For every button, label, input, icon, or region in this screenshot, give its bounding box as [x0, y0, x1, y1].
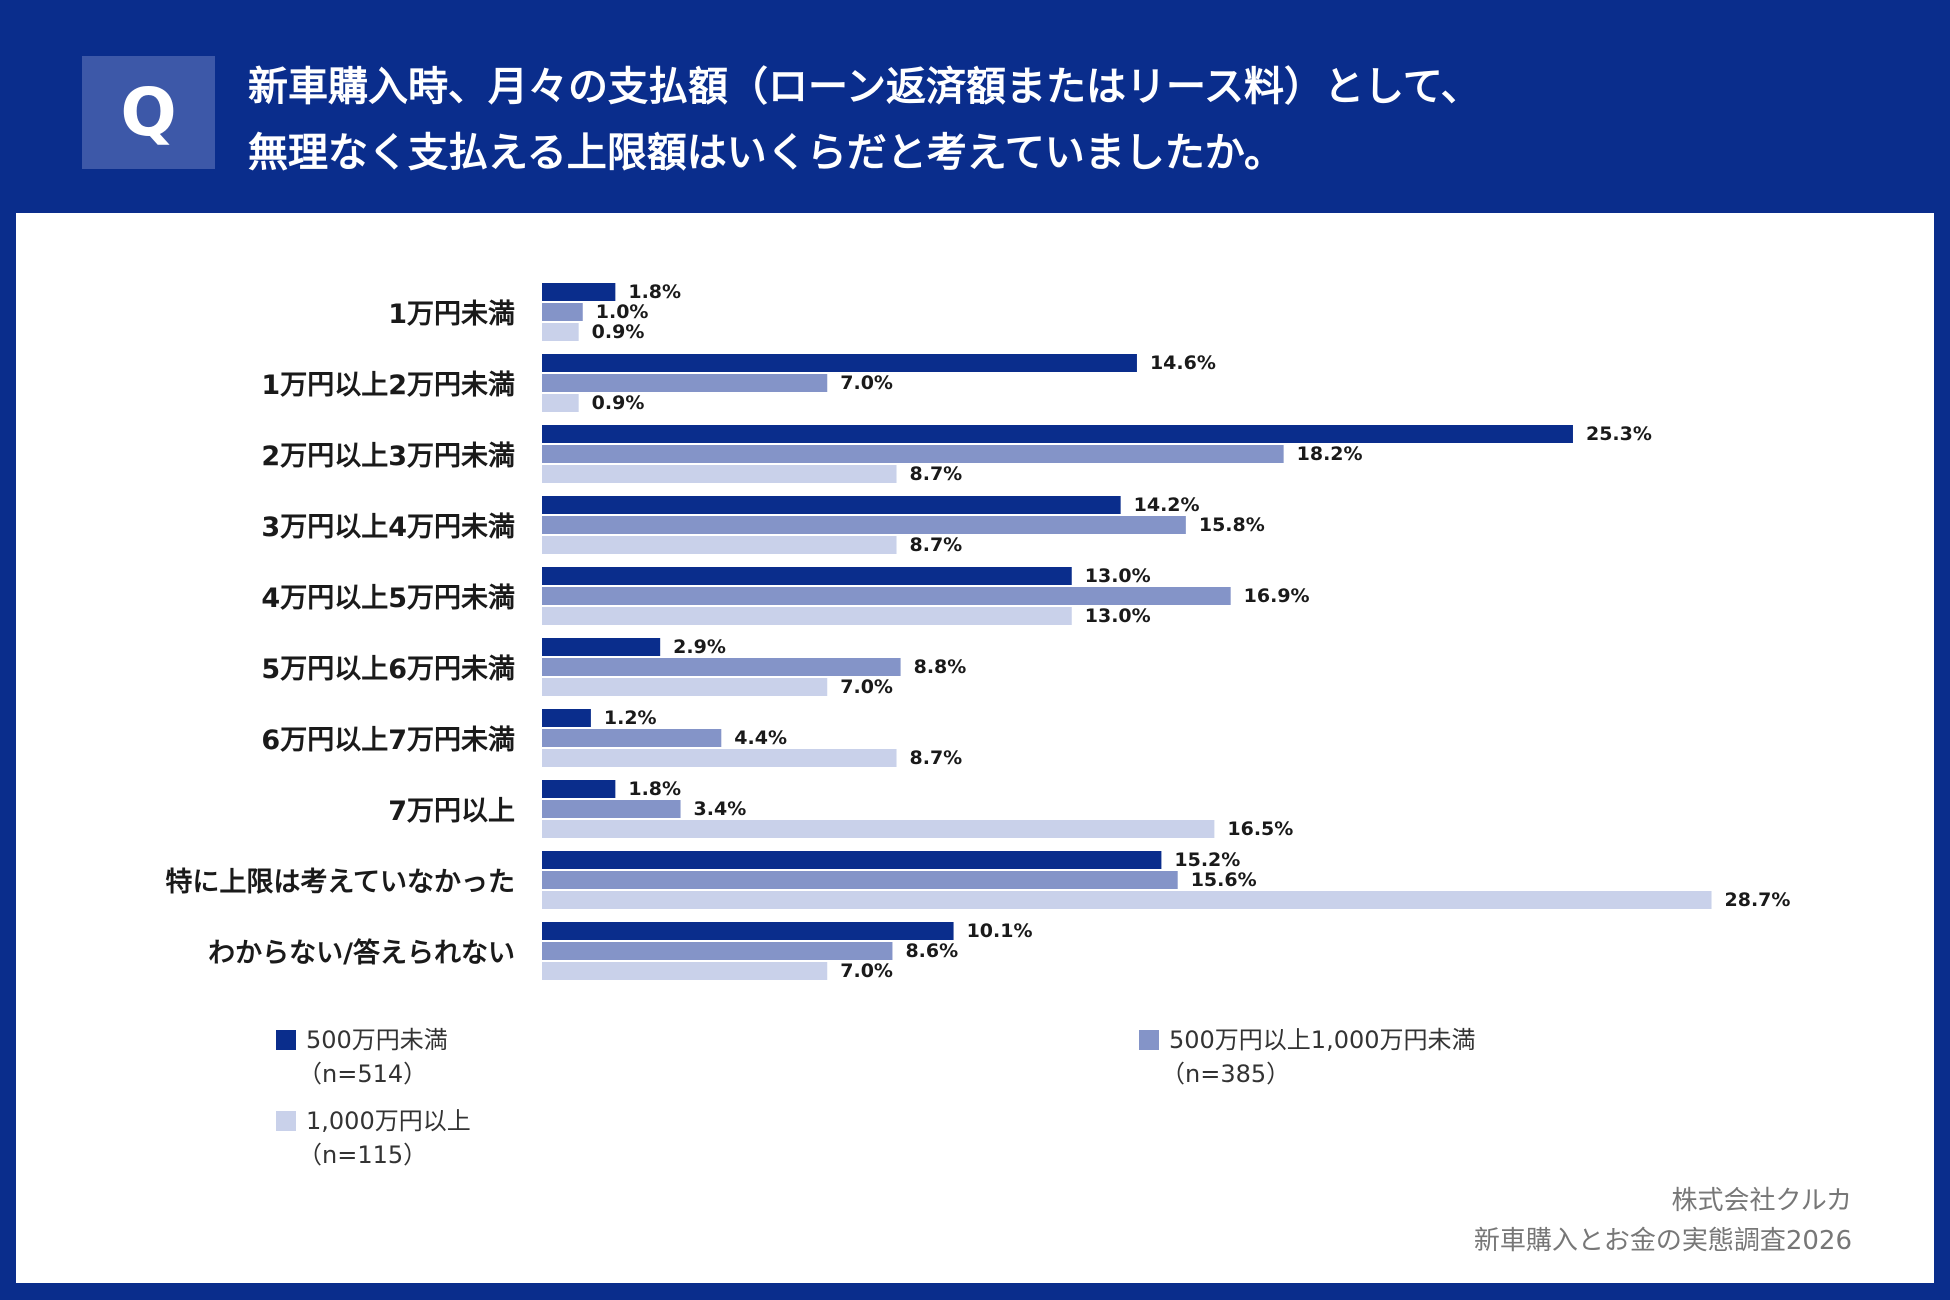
- bar-category-5-series2: [542, 587, 1231, 605]
- category-label-category-4: 3万円以上4万円未満: [261, 512, 515, 543]
- bar-category-9-series1: [542, 851, 1162, 869]
- data-label-category-2-series1: 14.6%: [1150, 352, 1216, 374]
- data-label-category-2-series3: 0.9%: [592, 392, 645, 414]
- category-label-category-2: 1万円以上2万円未満: [261, 370, 515, 401]
- data-label-category-5-series2: 16.9%: [1244, 585, 1310, 607]
- bar-chart: 1万円未満1.8%1.0%0.9%1万円以上2万円未満14.6%7.0%0.9%…: [165, 281, 1791, 982]
- bar-category-2-series2: [542, 374, 828, 392]
- data-label-category-10-series1: 10.1%: [967, 920, 1033, 942]
- bar-category-4-series3: [542, 536, 897, 554]
- bar-category-7-series2: [542, 729, 722, 747]
- bar-category-10-series2: [542, 942, 893, 960]
- bar-category-2-series1: [542, 354, 1137, 372]
- data-label-category-9-series3: 28.7%: [1725, 889, 1791, 911]
- data-label-category-7-series1: 1.2%: [604, 707, 657, 729]
- bar-category-3-series3: [542, 465, 897, 483]
- data-label-category-4-series1: 14.2%: [1134, 494, 1200, 516]
- category-label-category-6: 5万円以上6万円未満: [261, 654, 515, 685]
- bar-category-1-series1: [542, 283, 616, 301]
- data-label-category-4-series3: 8.7%: [910, 534, 963, 556]
- bar-category-5-series1: [542, 567, 1072, 585]
- bar-category-6-series1: [542, 638, 661, 656]
- data-label-category-10-series3: 7.0%: [840, 960, 893, 982]
- data-label-category-3-series3: 8.7%: [910, 463, 963, 485]
- data-label-category-10-series2: 8.6%: [905, 940, 958, 962]
- data-label-category-6-series1: 2.9%: [673, 636, 726, 658]
- data-label-category-1-series2: 1.0%: [596, 301, 649, 323]
- legend-label-series2: 500万円以上1,000万円未満: [1169, 1026, 1476, 1054]
- data-label-category-3-series2: 18.2%: [1297, 443, 1363, 465]
- data-label-category-2-series2: 7.0%: [840, 372, 893, 394]
- bar-category-5-series3: [542, 607, 1072, 625]
- bar-category-3-series2: [542, 445, 1284, 463]
- category-label-category-7: 6万円以上7万円未満: [261, 725, 515, 756]
- legend-n-series1: （n=514）: [298, 1060, 428, 1088]
- bar-category-3-series1: [542, 425, 1573, 443]
- data-label-category-5-series1: 13.0%: [1085, 565, 1151, 587]
- legend-label-series1: 500万円未満: [306, 1026, 448, 1054]
- data-label-category-8-series3: 16.5%: [1227, 818, 1293, 840]
- category-label-category-8: 7万円以上: [388, 796, 515, 827]
- bar-category-4-series1: [542, 496, 1121, 514]
- bar-category-6-series2: [542, 658, 901, 676]
- legend-n-series3: （n=115）: [298, 1141, 428, 1169]
- credit-company: 株式会社クルカ: [1671, 1186, 1852, 1216]
- data-label-category-1-series1: 1.8%: [628, 281, 681, 303]
- category-label-category-1: 1万円未満: [388, 299, 515, 330]
- question-line-2: 無理なく支払える上限額はいくらだと考えていましたか。: [248, 130, 1284, 176]
- bar-category-8-series1: [542, 780, 616, 798]
- data-label-category-9-series1: 15.2%: [1174, 849, 1240, 871]
- bar-category-8-series2: [542, 800, 681, 818]
- legend-swatch-series2: [1139, 1030, 1159, 1050]
- bar-category-7-series3: [542, 749, 897, 767]
- data-label-category-7-series2: 4.4%: [734, 727, 787, 749]
- bar-category-9-series2: [542, 871, 1178, 889]
- bar-category-9-series3: [542, 891, 1712, 909]
- bar-category-1-series3: [542, 323, 579, 341]
- credit-survey: 新車購入とお金の実態調査2026: [1473, 1226, 1852, 1256]
- bar-category-10-series3: [542, 962, 828, 980]
- data-label-category-3-series1: 25.3%: [1586, 423, 1652, 445]
- data-label-category-6-series3: 7.0%: [840, 676, 893, 698]
- question-line-1: 新車購入時、月々の支払額（ローン返済額またはリース料）として、: [248, 64, 1481, 110]
- question-text: 新車購入時、月々の支払額（ローン返済額またはリース料）として、 無理なく支払える…: [248, 54, 1848, 186]
- data-label-category-8-series1: 1.8%: [628, 778, 681, 800]
- legend-label-series3: 1,000万円以上: [306, 1107, 471, 1135]
- data-label-category-4-series2: 15.8%: [1199, 514, 1265, 536]
- data-label-category-6-series2: 8.8%: [914, 656, 967, 678]
- legend-swatch-series3: [276, 1111, 296, 1131]
- bar-category-1-series2: [542, 303, 583, 321]
- bar-category-7-series1: [542, 709, 591, 727]
- category-label-category-9: 特に上限は考えていなかった: [165, 867, 515, 898]
- bar-category-10-series1: [542, 922, 954, 940]
- data-label-category-8-series2: 3.4%: [694, 798, 747, 820]
- data-label-category-9-series2: 15.6%: [1191, 869, 1257, 891]
- data-label-category-5-series3: 13.0%: [1085, 605, 1151, 627]
- data-label-category-1-series3: 0.9%: [592, 321, 645, 343]
- category-label-category-5: 4万円以上5万円未満: [261, 583, 515, 614]
- legend-n-series2: （n=385）: [1161, 1060, 1291, 1088]
- bar-category-6-series3: [542, 678, 828, 696]
- bar-category-2-series3: [542, 394, 579, 412]
- bar-category-8-series3: [542, 820, 1215, 838]
- chart-panel: 1万円未満 1.8% 1.0% 0.9% 1万円以上2万円未満 14.6% 7.0% 0.9%…: [16, 213, 1934, 1283]
- category-label-category-3: 2万円以上3万円未満: [261, 441, 515, 472]
- question-badge: Q: [82, 56, 215, 169]
- bar-category-4-series2: [542, 516, 1186, 534]
- data-label-category-7-series3: 8.7%: [910, 747, 963, 769]
- category-label-category-10: わからない/答えられない: [208, 937, 515, 969]
- legend-swatch-series1: [276, 1030, 296, 1050]
